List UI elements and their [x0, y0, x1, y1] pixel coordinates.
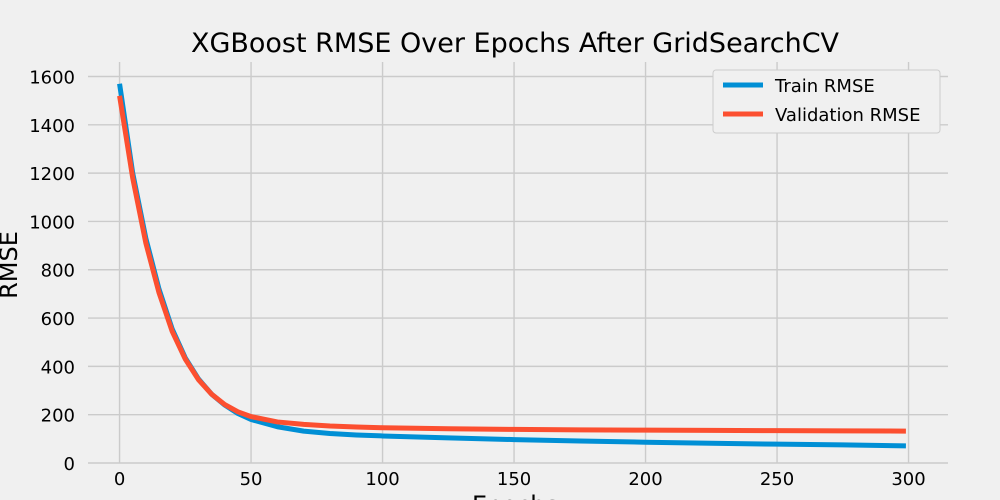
x-tick-label: 250: [760, 469, 794, 490]
y-tick-label: 600: [41, 309, 75, 330]
legend-label-validation-rmse: Validation RMSE: [775, 105, 920, 126]
y-tick-label: 1600: [29, 67, 75, 88]
y-tick-label: 200: [41, 406, 75, 427]
x-tick-label: 150: [497, 469, 531, 490]
legend-box: [712, 69, 941, 134]
y-tick-label: 800: [41, 261, 75, 282]
y-tick-label: 1000: [29, 212, 75, 233]
x-tick-label: 50: [240, 469, 263, 490]
x-axis-label: Epochs: [472, 491, 558, 500]
legend-label-train-rmse: Train RMSE: [774, 76, 875, 97]
x-tick-label: 100: [365, 469, 399, 490]
chart-title: XGBoost RMSE Over Epochs After GridSearc…: [191, 28, 840, 59]
y-tick-label: 400: [41, 357, 75, 378]
x-tick-label: 0: [114, 469, 125, 490]
x-tick-label: 200: [628, 469, 662, 490]
grid: [88, 62, 948, 464]
x-tick-label: 300: [891, 469, 925, 490]
y-tick-label: 1200: [29, 164, 75, 185]
series-line-validation-rmse: [117, 95, 906, 434]
legend: Train RMSE Validation RMSE: [712, 69, 941, 134]
tick-labels: 0 50 100 150 200 250 300 0 200 400 600 800 1000 1200 1…: [29, 67, 926, 490]
y-tick-label: 0: [64, 454, 75, 475]
series-lines: [117, 83, 906, 449]
y-axis-label: RMSE: [0, 231, 23, 299]
y-tick-label: 1400: [29, 116, 75, 137]
